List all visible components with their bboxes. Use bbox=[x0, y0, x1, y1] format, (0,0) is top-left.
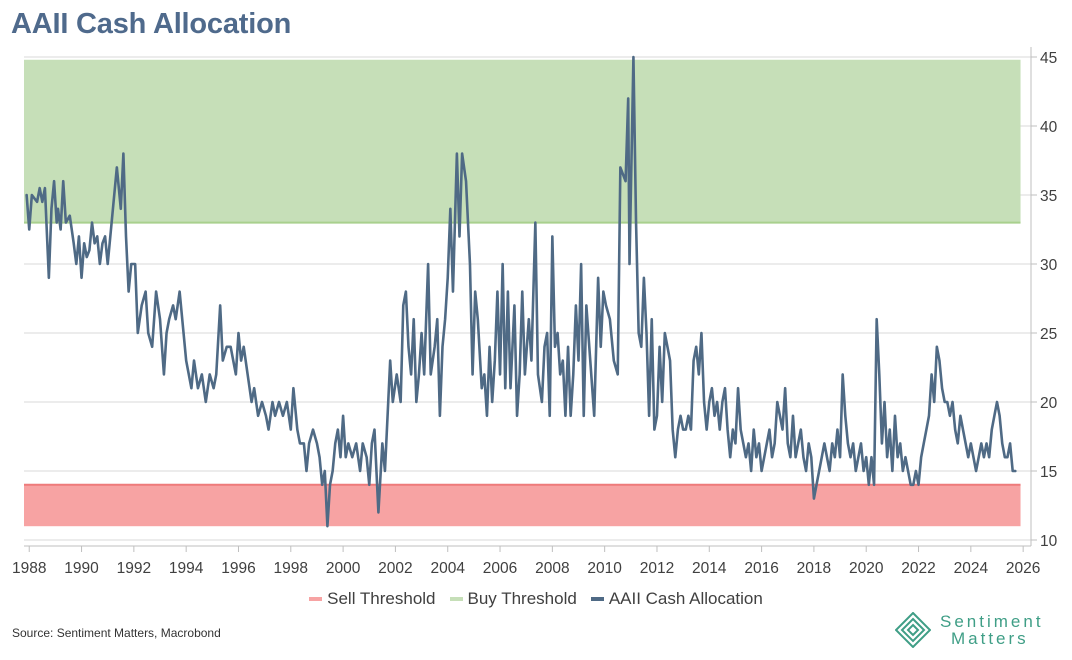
legend-swatch-buy bbox=[449, 597, 463, 601]
legend-label-buy: Buy Threshold bbox=[467, 589, 577, 608]
y-tick-label-10: 10 bbox=[1040, 533, 1058, 550]
diamond-logo-icon bbox=[895, 612, 931, 648]
x-tick-label-2016: 2016 bbox=[744, 560, 778, 577]
x-tick-label-2014: 2014 bbox=[692, 560, 727, 577]
x-tick-label-1990: 1990 bbox=[64, 560, 99, 577]
logo-line-1: Sentiment bbox=[940, 612, 1044, 631]
buy-threshold-band bbox=[24, 59, 1021, 223]
x-tick-label-2026: 2026 bbox=[1006, 560, 1040, 577]
x-tick-label-2020: 2020 bbox=[849, 560, 884, 577]
x-tick-label-2008: 2008 bbox=[535, 560, 569, 577]
legend-item-aaii: AAII Cash Allocation bbox=[590, 589, 763, 609]
tick-labels: 10 15 20 25 30 35 40 45 1988 1990 1992 1994 1996 1998… bbox=[12, 50, 1058, 577]
x-tick-label-2018: 2018 bbox=[797, 560, 831, 577]
y-tick-label-35: 35 bbox=[1040, 188, 1057, 205]
brand-logo: Sentiment Matters bbox=[895, 612, 1044, 648]
x-tick-label-2006: 2006 bbox=[483, 560, 517, 577]
y-tick-label-25: 25 bbox=[1040, 326, 1057, 343]
x-tick-label-2004: 2004 bbox=[430, 560, 465, 577]
x-tick-label-1998: 1998 bbox=[274, 560, 308, 577]
series-line-aaii-cash-allocation bbox=[25, 55, 1017, 528]
x-tick-label-2012: 2012 bbox=[640, 560, 674, 577]
legend-item-sell: Sell Threshold bbox=[309, 589, 436, 609]
chart-title: AAII Cash Allocation bbox=[11, 8, 292, 40]
x-tick-label-2000: 2000 bbox=[326, 560, 361, 577]
threshold-bands bbox=[24, 59, 1021, 527]
legend-swatch-sell bbox=[309, 597, 323, 601]
x-tick-label-1996: 1996 bbox=[221, 560, 255, 577]
y-tick-label-15: 15 bbox=[1040, 464, 1057, 481]
series-layer bbox=[25, 55, 1017, 528]
legend-label-sell: Sell Threshold bbox=[327, 589, 436, 608]
legend-label-aaii: AAII Cash Allocation bbox=[608, 589, 763, 608]
axes bbox=[24, 47, 1037, 552]
x-tick-label-1994: 1994 bbox=[169, 560, 204, 577]
x-tick-label-2022: 2022 bbox=[901, 560, 935, 577]
y-tick-label-20: 20 bbox=[1040, 395, 1058, 412]
logo-line-2: Matters bbox=[951, 629, 1029, 648]
x-tick-label-1992: 1992 bbox=[117, 560, 151, 577]
legend-item-buy: Buy Threshold bbox=[449, 589, 577, 609]
chart-plot: 10 15 20 25 30 35 40 45 1988 1990 1992 1994 1996 1998… bbox=[12, 47, 1058, 577]
x-tick-label-2002: 2002 bbox=[378, 560, 412, 577]
x-tick-label-2024: 2024 bbox=[954, 560, 989, 577]
y-tick-label-45: 45 bbox=[1040, 50, 1057, 67]
x-tick-label-2010: 2010 bbox=[587, 560, 622, 577]
sell-threshold-band bbox=[24, 484, 1021, 527]
source-note: Source: Sentiment Matters, Macrobond bbox=[12, 626, 221, 640]
legend-swatch-aaii bbox=[590, 597, 604, 601]
x-tick-label-1988: 1988 bbox=[12, 560, 46, 577]
legend: Sell Threshold Buy Threshold AAII Cash A… bbox=[0, 589, 1072, 609]
y-tick-label-30: 30 bbox=[1040, 257, 1058, 274]
y-tick-label-40: 40 bbox=[1040, 119, 1058, 136]
